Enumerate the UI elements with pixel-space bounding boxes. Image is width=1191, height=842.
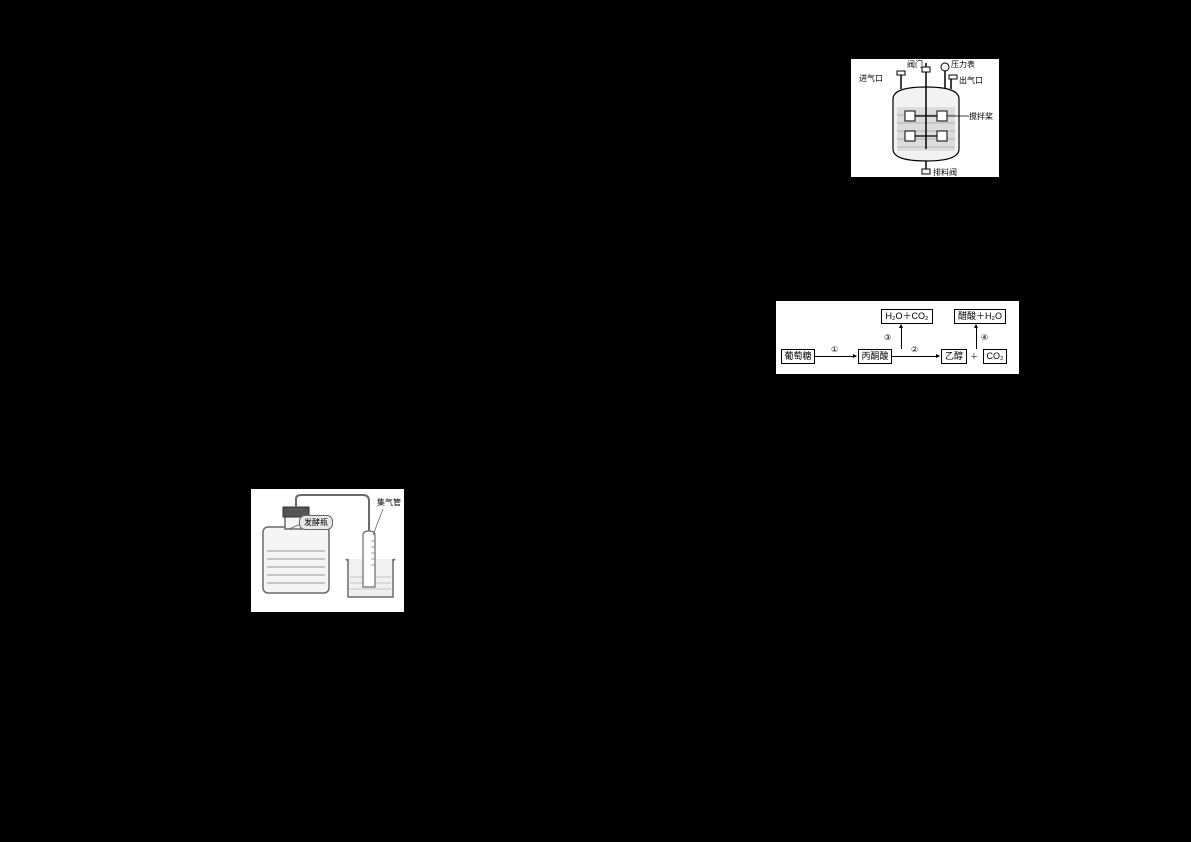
vinegar-h2o-text: 醋酸＋H₂O xyxy=(958,311,1002,321)
node-pyruvate: 丙酮酸 xyxy=(858,349,892,364)
reactor-diagram: 阀门 进气口 压力表 出气口 搅拌桨 排料阀 xyxy=(850,58,1000,178)
node-h2o-co2: H₂O＋CO₂ xyxy=(881,309,933,324)
h2o-co2-text: H₂O＋CO₂ xyxy=(886,311,929,321)
edge-2 xyxy=(892,356,939,357)
outlet-label: 出气口 xyxy=(959,75,983,86)
edge-3 xyxy=(901,325,902,349)
node-glucose: 葡萄糖 xyxy=(781,349,815,364)
edge-1-label: ① xyxy=(831,345,838,354)
edge-2-label: ② xyxy=(911,345,918,354)
plus-sign: ＋ xyxy=(970,351,978,362)
stirrer-label: 搅拌桨 xyxy=(969,111,993,122)
glucose-text: 葡萄糖 xyxy=(784,351,811,361)
bottle-label: 发酵瓶 xyxy=(299,515,333,530)
drain-label: 排料阀 xyxy=(933,167,957,178)
gas-tube-label: 集气管 xyxy=(377,497,401,508)
node-vinegar-h2o: 醋酸＋H₂O xyxy=(954,309,1006,324)
edge-4 xyxy=(976,325,977,349)
edge-1 xyxy=(815,356,856,357)
co2-2-text: CO₂ xyxy=(987,351,1004,361)
edge-4-label: ④ xyxy=(981,333,988,342)
node-ethanol: 乙醇 xyxy=(941,349,967,364)
pressure-label: 压力表 xyxy=(951,59,975,70)
pyruvate-text: 丙酮酸 xyxy=(861,351,888,361)
ethanol-text: 乙醇 xyxy=(945,351,963,361)
flask-diagram: 发酵瓶 集气管 xyxy=(250,488,405,613)
edge-3-label: ③ xyxy=(884,333,891,342)
inlet-label: 进气口 xyxy=(859,73,883,84)
valve-label: 阀门 xyxy=(907,59,923,70)
flowchart-diagram: 葡萄糖 丙酮酸 H₂O＋CO₂ 醋酸＋H₂O 乙醇 ＋ CO₂ ① ② ③ ④ xyxy=(775,300,1020,375)
node-co2-2: CO₂ xyxy=(983,349,1007,364)
